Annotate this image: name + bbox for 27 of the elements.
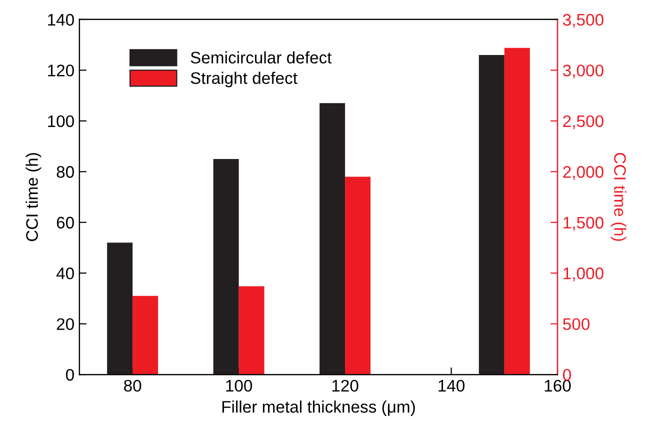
y-tick-label: 100 bbox=[48, 115, 74, 128]
y2-tick-label: 0 bbox=[563, 368, 571, 381]
x-tick-label: 120 bbox=[332, 380, 358, 392]
y2-tick-label: 3,000 bbox=[562, 64, 604, 78]
y-axis-title: CCI time (h) bbox=[26, 153, 42, 242]
y-tick-label: 20 bbox=[56, 318, 74, 330]
legend-label: Straight defect bbox=[190, 72, 298, 88]
x-tick-label: 80 bbox=[124, 380, 142, 392]
legend-label: Semicircular defect bbox=[190, 51, 332, 64]
x-tick-label: 100 bbox=[226, 380, 252, 392]
y-tick-label: 80 bbox=[56, 166, 74, 178]
x-axis-title: Filler metal thickness (μm) bbox=[222, 400, 415, 416]
y-tick-label: 140 bbox=[48, 14, 74, 26]
y2-tick-label: 500 bbox=[563, 318, 590, 330]
y2-tick-label: 1,000 bbox=[564, 268, 604, 282]
y2-axis-title: CCI time (h) bbox=[610, 152, 626, 241]
bar bbox=[213, 158, 239, 375]
x-tick-label: 140 bbox=[438, 380, 465, 392]
y-tick-label: 120 bbox=[48, 64, 74, 76]
x-tick-label: 160 bbox=[544, 380, 571, 392]
y-tick-label: 0 bbox=[66, 368, 74, 381]
y2-tick-label: 3,500 bbox=[562, 14, 604, 28]
y2-tick-label: 2,500 bbox=[563, 115, 604, 130]
y2-tick-label: 1,500 bbox=[564, 216, 604, 231]
y2-tick-label: 2,000 bbox=[563, 166, 604, 180]
y-tick-label: 60 bbox=[56, 216, 74, 229]
y-tick-label: 40 bbox=[56, 268, 74, 280]
